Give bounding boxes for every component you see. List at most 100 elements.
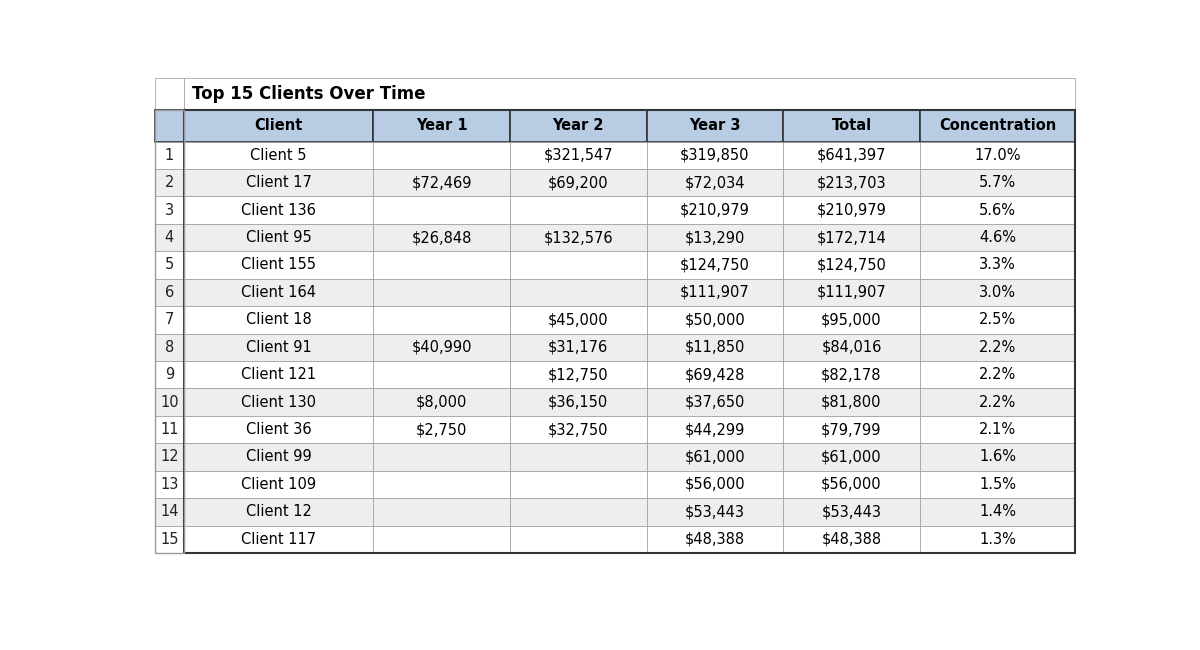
Text: Client 5: Client 5 (251, 148, 307, 162)
Text: 12: 12 (160, 450, 179, 465)
Bar (784, 361, 919, 389)
Text: $56,000: $56,000 (821, 477, 882, 492)
Bar (784, 389, 919, 416)
Bar (919, 252, 1075, 279)
Bar (155, 224, 184, 252)
Text: $61,000: $61,000 (684, 450, 745, 465)
Bar (919, 361, 1075, 389)
Bar (155, 306, 184, 333)
Bar (510, 169, 647, 196)
Text: $72,034: $72,034 (684, 176, 745, 190)
Text: 1.4%: 1.4% (979, 504, 1016, 519)
Text: 6: 6 (164, 285, 174, 300)
Bar (647, 333, 784, 361)
Bar (647, 110, 784, 142)
Text: Client 121: Client 121 (241, 367, 317, 382)
Bar (373, 142, 510, 169)
Bar (510, 110, 647, 142)
Text: $48,388: $48,388 (822, 532, 882, 547)
Text: 2.2%: 2.2% (979, 395, 1016, 410)
Bar (647, 526, 784, 553)
Bar (184, 279, 373, 306)
Text: Total: Total (832, 118, 871, 133)
Bar (155, 196, 184, 224)
Text: 14: 14 (160, 504, 179, 519)
Bar (647, 196, 784, 224)
Bar (510, 361, 647, 389)
Text: Concentration: Concentration (938, 118, 1056, 133)
Bar (155, 526, 184, 553)
Text: 1.3%: 1.3% (979, 532, 1016, 547)
Bar (647, 279, 784, 306)
Text: 5.6%: 5.6% (979, 203, 1016, 218)
Text: $61,000: $61,000 (821, 450, 882, 465)
Bar (510, 252, 647, 279)
Bar (155, 389, 184, 416)
Text: Client 17: Client 17 (246, 176, 312, 190)
Bar (184, 224, 373, 252)
Text: Client 164: Client 164 (241, 285, 316, 300)
Bar (373, 306, 510, 333)
Bar (373, 169, 510, 196)
Bar (647, 252, 784, 279)
Text: $45,000: $45,000 (548, 313, 608, 328)
Bar (784, 279, 919, 306)
Bar (510, 498, 647, 526)
Text: $321,547: $321,547 (544, 148, 613, 162)
Text: $31,176: $31,176 (548, 340, 608, 355)
Bar (155, 443, 184, 471)
Bar (784, 224, 919, 252)
Text: 4: 4 (164, 230, 174, 245)
Bar (919, 526, 1075, 553)
Bar (784, 443, 919, 471)
Text: 2: 2 (164, 176, 174, 190)
Bar (647, 142, 784, 169)
Text: $84,016: $84,016 (821, 340, 882, 355)
Bar (919, 224, 1075, 252)
Bar (373, 443, 510, 471)
Bar (184, 498, 373, 526)
Bar (647, 306, 784, 333)
Text: $2,750: $2,750 (416, 422, 467, 437)
Text: $81,800: $81,800 (821, 395, 882, 410)
Bar (373, 252, 510, 279)
Text: $69,200: $69,200 (548, 176, 608, 190)
Text: $50,000: $50,000 (684, 313, 745, 328)
Text: $13,290: $13,290 (685, 230, 745, 245)
Text: $79,799: $79,799 (821, 422, 882, 437)
Bar (155, 333, 184, 361)
Bar (373, 224, 510, 252)
Bar (919, 142, 1075, 169)
Text: $36,150: $36,150 (548, 395, 608, 410)
Text: 3.0%: 3.0% (979, 285, 1016, 300)
Text: $40,990: $40,990 (412, 340, 472, 355)
Bar (647, 498, 784, 526)
Bar (919, 389, 1075, 416)
Bar (784, 142, 919, 169)
Bar (373, 196, 510, 224)
Bar (510, 306, 647, 333)
Bar (184, 142, 373, 169)
Text: $48,388: $48,388 (685, 532, 745, 547)
Bar (510, 526, 647, 553)
Text: $12,750: $12,750 (548, 367, 608, 382)
Text: Client 99: Client 99 (246, 450, 312, 465)
Text: Client 12: Client 12 (246, 504, 312, 519)
Text: $26,848: $26,848 (412, 230, 472, 245)
Bar (155, 279, 184, 306)
Text: $8,000: $8,000 (416, 395, 467, 410)
Bar (155, 252, 184, 279)
Bar (373, 361, 510, 389)
Bar (510, 333, 647, 361)
Text: $53,443: $53,443 (822, 504, 882, 519)
Text: 2.1%: 2.1% (979, 422, 1016, 437)
Text: 9: 9 (164, 367, 174, 382)
Bar (155, 142, 184, 169)
Text: Client 155: Client 155 (241, 257, 316, 272)
Bar (784, 252, 919, 279)
Text: $82,178: $82,178 (821, 367, 882, 382)
Text: Client 130: Client 130 (241, 395, 316, 410)
Text: 5: 5 (164, 257, 174, 272)
Bar (919, 498, 1075, 526)
Text: $172,714: $172,714 (816, 230, 887, 245)
